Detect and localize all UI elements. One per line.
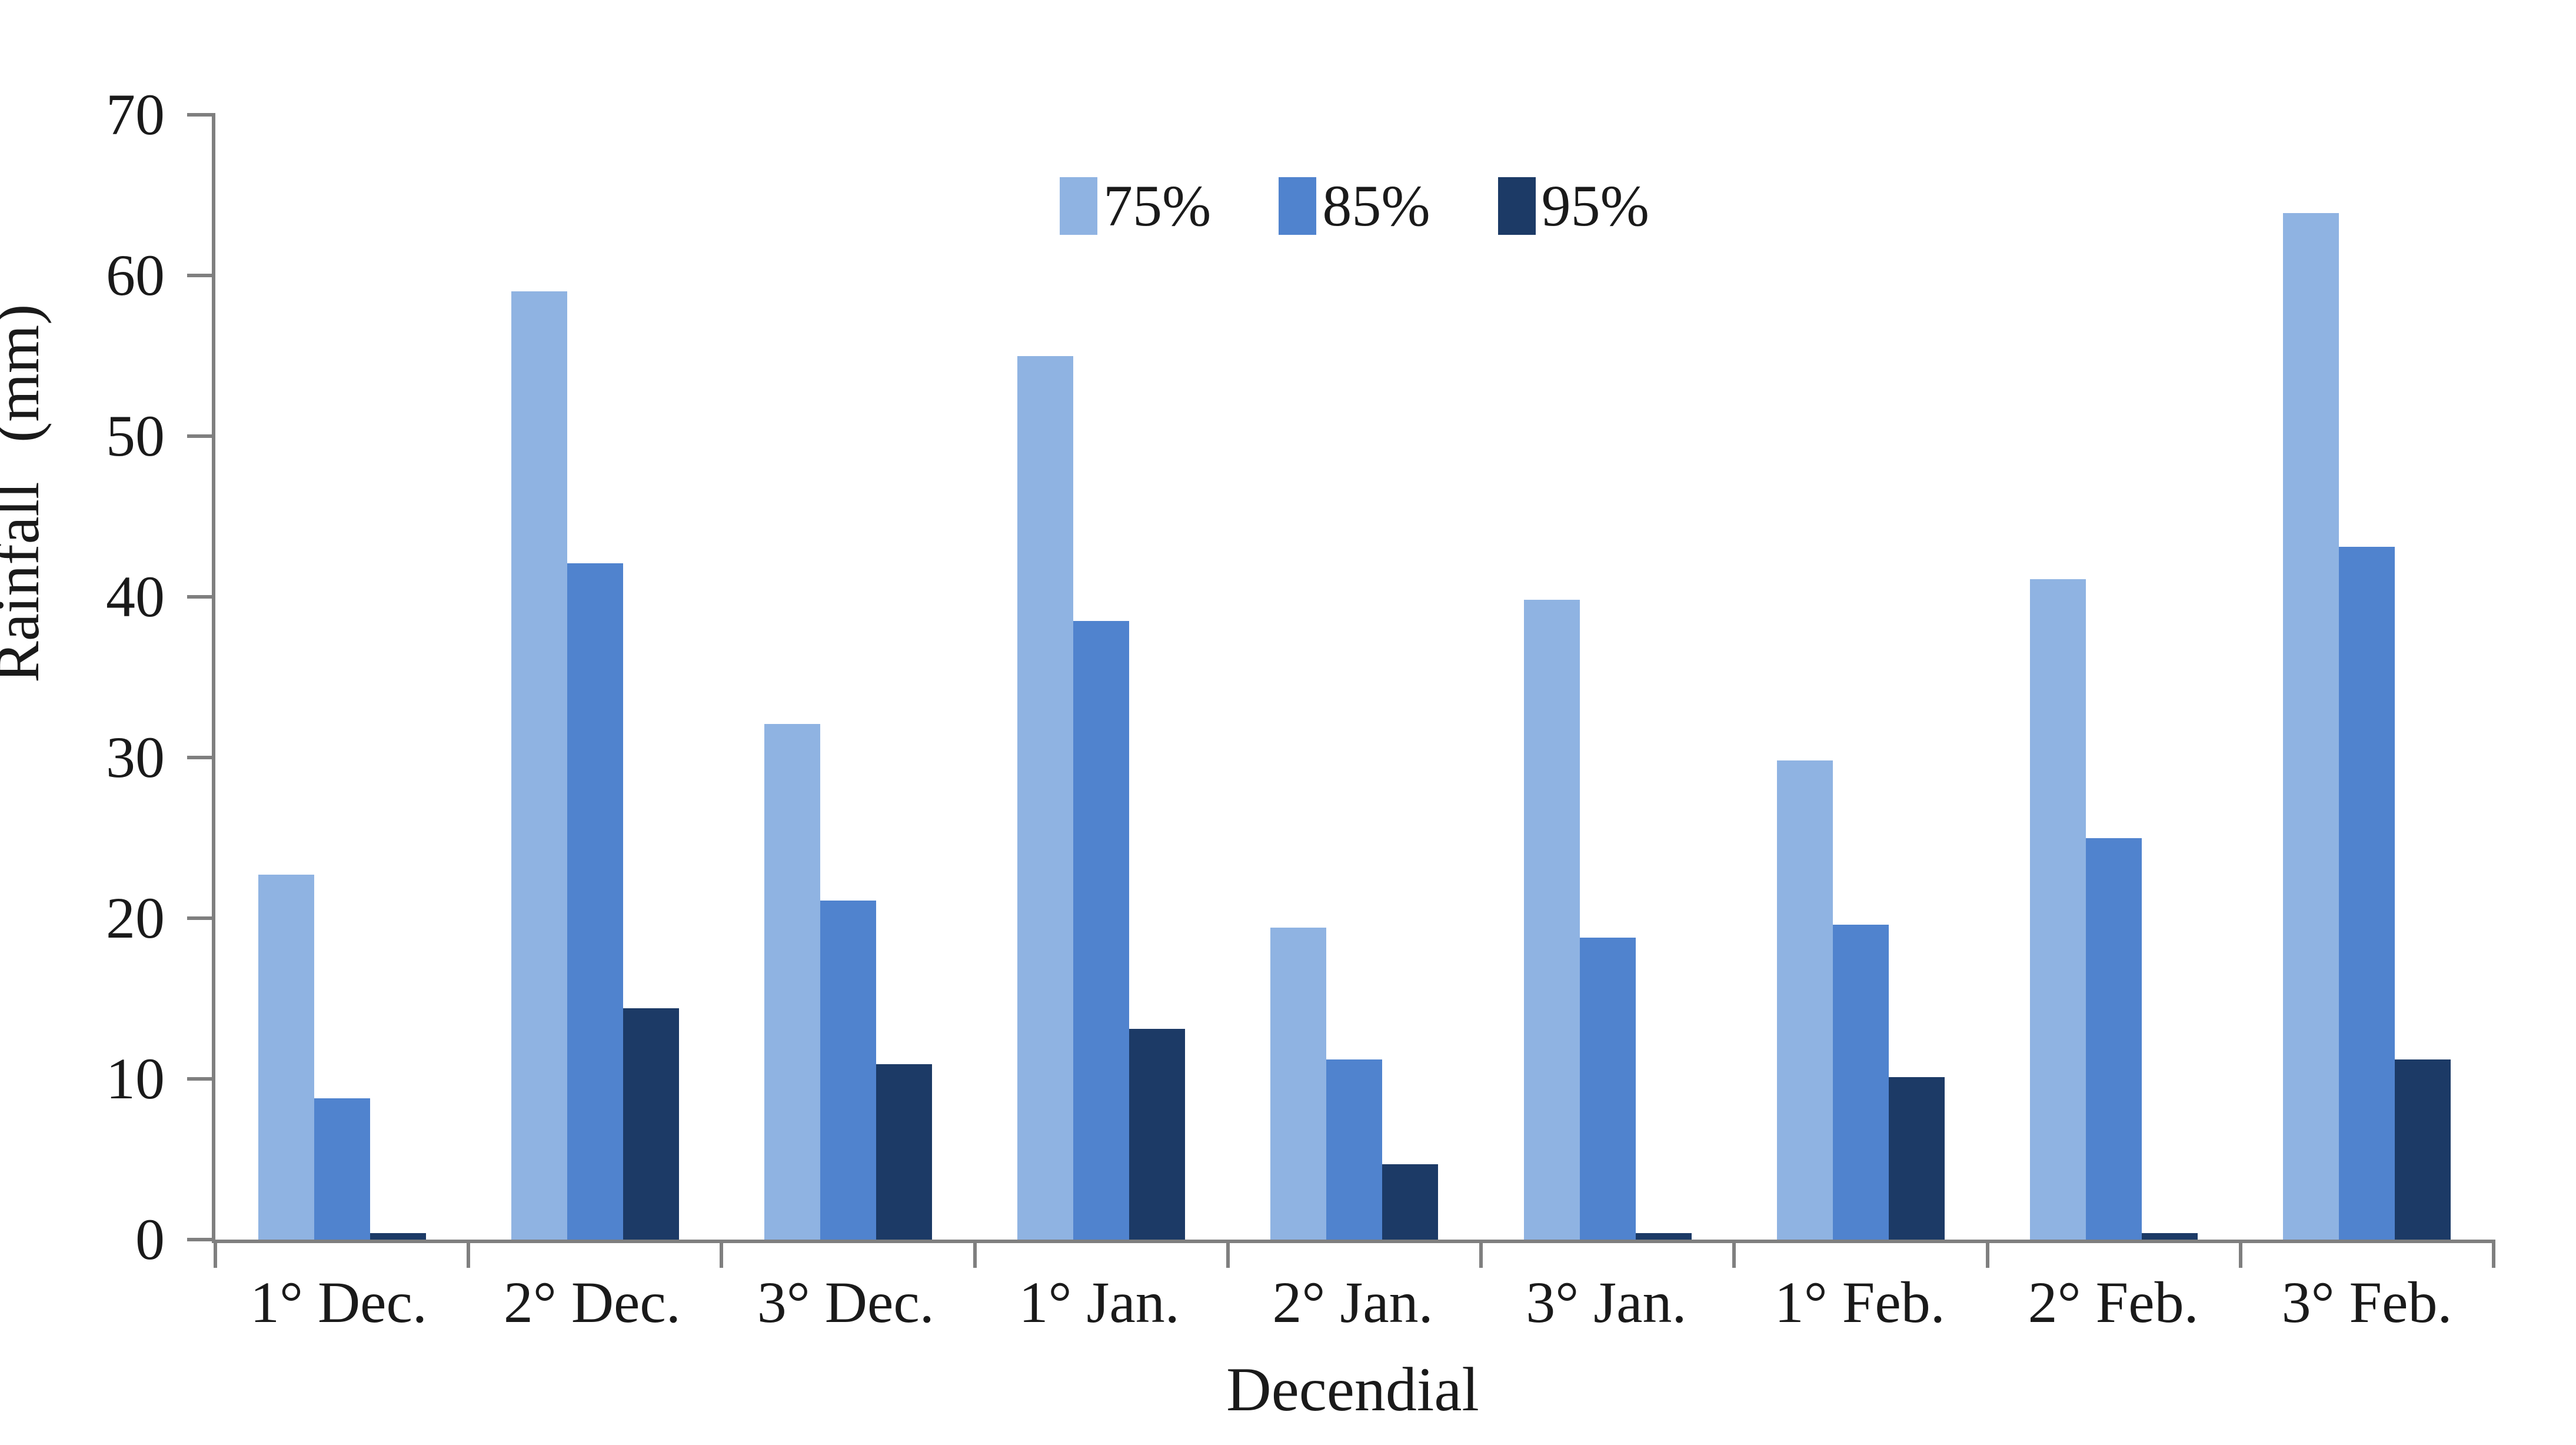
bar-85pct-3-dec [820, 900, 877, 1240]
y-tick-label-20: 20 [106, 885, 165, 951]
bar-95pct-1-jan [1129, 1029, 1186, 1240]
y-axis-tick-40 [187, 595, 215, 599]
bar-95pct-1-feb [1888, 1077, 1945, 1240]
y-tick-label-50: 50 [106, 403, 165, 469]
bar-95pct-1-dec [370, 1233, 426, 1240]
y-tick-label-60: 60 [106, 243, 165, 308]
bar-95pct-3-dec [876, 1064, 933, 1240]
x-axis-boundary-tick-4 [1226, 1240, 1230, 1268]
bar-group-5 [1228, 115, 1481, 1240]
x-axis-boundary-tick-8 [2238, 1240, 2242, 1268]
x-tick-label-1: 1° Dec. [249, 1270, 427, 1335]
y-axis-tick-20 [187, 916, 215, 920]
bar-75pct-2-feb [2030, 579, 2086, 1240]
bar-85pct-1-dec [314, 1098, 370, 1240]
legend-label: 85% [1322, 173, 1430, 238]
y-axis-tick-0 [187, 1238, 215, 1241]
bar-75pct-3-dec [764, 723, 821, 1240]
bar-95pct-3-feb [2395, 1059, 2451, 1240]
bar-group-3 [721, 115, 974, 1240]
x-axis-boundary-tick-9 [2492, 1240, 2495, 1268]
y-tick-label-70: 70 [106, 82, 165, 147]
bar-group-8 [1988, 115, 2241, 1240]
x-tick-label-5: 2° Jan. [1272, 1270, 1433, 1335]
bar-75pct-1-jan [1017, 356, 1074, 1240]
bar-85pct-2-jan [1326, 1059, 1383, 1240]
plot-area: 75% 85% 95% [187, 113, 2495, 1268]
y-tick-label-10: 10 [106, 1046, 165, 1111]
x-axis-boundary-tick-5 [1479, 1240, 1483, 1268]
x-axis-boundary-tick-7 [1985, 1240, 1989, 1268]
bar-85pct-2-feb [2086, 838, 2142, 1240]
bar-group-1 [215, 115, 468, 1240]
y-tick-label-40: 40 [106, 564, 165, 629]
x-tick-label-8: 2° Feb. [2028, 1270, 2199, 1335]
legend-label: 75% [1103, 173, 1212, 238]
y-tick-label-30: 30 [106, 725, 165, 790]
y-axis-tick-70 [187, 113, 215, 117]
legend-item-85pct: 85% [1279, 177, 1430, 235]
legend-item-95pct: 95% [1497, 173, 1649, 238]
legend-swatch-icon [1497, 177, 1536, 235]
bar-85pct-3-jan [1579, 937, 1636, 1240]
y-tick-label-0: 0 [135, 1207, 165, 1272]
x-axis-boundary-tick-0 [214, 1240, 217, 1268]
bar-75pct-1-dec [258, 875, 314, 1240]
bar-group-4 [975, 115, 1228, 1240]
bar-group-6 [1481, 115, 1734, 1240]
bar-group-2 [468, 115, 721, 1240]
bar-75pct-2-dec [511, 291, 567, 1240]
bar-group-7 [1734, 115, 1987, 1240]
bar-groups [215, 115, 2494, 1240]
bar-95pct-3-jan [1635, 1233, 1692, 1240]
x-axis-boundary-tick-6 [1732, 1240, 1736, 1268]
bar-95pct-2-feb [2142, 1233, 2198, 1240]
y-axis-tick-labels: 0 10 20 30 40 50 60 70 [0, 82, 165, 1272]
bar-95pct-2-jan [1382, 1164, 1439, 1240]
bar-group-9 [2241, 115, 2494, 1240]
x-axis-boundary-tick-3 [973, 1240, 977, 1268]
bar-75pct-3-feb [2283, 212, 2339, 1240]
y-axis-tick-60 [187, 274, 215, 277]
legend-label: 95% [1541, 173, 1649, 238]
x-axis-title: Decendial [1226, 1355, 1479, 1424]
bar-85pct-1-jan [1073, 620, 1130, 1240]
y-axis-tick-10 [187, 1077, 215, 1081]
legend-swatch-icon [1060, 177, 1098, 235]
bar-75pct-2-jan [1270, 928, 1327, 1240]
legend: 75% 85% 95% [1060, 177, 1649, 235]
x-axis-tick-labels: 1° Dec. 2° Dec. 3° Dec. 1° Jan. 2° Jan. 3° Ja… [212, 1268, 2494, 1336]
x-tick-label-9: 3° Feb. [2281, 1270, 2452, 1335]
bar-95pct-2-dec [623, 1008, 679, 1240]
y-axis-tick-50 [187, 434, 215, 438]
legend-swatch-icon [1279, 177, 1317, 235]
bar-85pct-3-feb [2339, 547, 2395, 1240]
x-tick-label-6: 3° Jan. [1526, 1270, 1687, 1335]
x-tick-label-2: 2° Dec. [503, 1270, 681, 1335]
x-axis-boundary-tick-1 [467, 1240, 471, 1268]
x-tick-label-3: 3° Dec. [757, 1270, 934, 1335]
bar-85pct-2-dec [567, 563, 623, 1240]
bar-75pct-1-feb [1776, 760, 1833, 1240]
bar-75pct-3-jan [1523, 600, 1580, 1240]
x-tick-label-4: 1° Jan. [1019, 1270, 1180, 1335]
legend-item-75pct: 75% [1060, 177, 1211, 235]
bar-85pct-1-feb [1832, 924, 1889, 1240]
x-tick-label-7: 1° Feb. [1774, 1270, 1945, 1335]
y-axis-tick-30 [187, 756, 215, 759]
x-axis-boundary-tick-2 [720, 1240, 724, 1268]
